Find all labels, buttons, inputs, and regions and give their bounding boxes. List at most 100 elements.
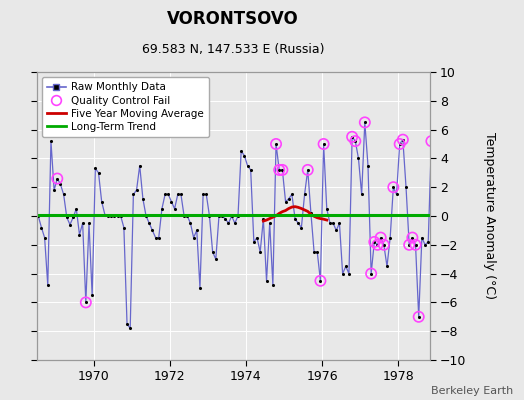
Point [110,213,118,219]
Point [161,191,169,198]
Point [53,175,61,182]
Point [85,220,93,226]
Point [320,141,328,147]
Point [275,167,283,173]
Point [342,263,350,270]
Point [373,242,381,248]
Point [335,220,344,226]
Point [303,167,312,173]
Point [421,242,429,248]
Point [164,191,172,198]
Point [145,220,154,226]
Point [107,213,115,219]
Point [47,138,55,144]
Point [405,242,413,248]
Point [253,234,261,241]
Point [59,191,68,198]
Point [142,213,150,219]
Point [234,213,242,219]
Point [345,270,353,277]
Point [82,299,90,306]
Point [43,282,52,288]
Point [212,256,220,262]
Point [116,213,125,219]
Point [75,232,84,238]
Point [326,220,334,226]
Point [155,234,163,241]
Point [246,167,255,173]
Point [167,198,176,205]
Point [133,187,141,193]
Point [25,217,33,224]
Point [215,213,223,219]
Point [259,216,268,222]
Point [186,220,194,226]
Point [237,148,245,154]
Point [209,249,217,255]
Point [316,278,325,284]
Point [101,211,109,218]
Point [351,138,359,144]
Point [21,198,30,205]
Point [424,239,432,245]
Point [303,167,312,173]
Point [332,227,341,234]
Point [221,216,230,222]
Point [418,234,426,241]
Point [392,191,401,198]
Point [37,224,46,231]
Point [227,213,236,219]
Point [266,220,274,226]
Point [15,180,24,186]
Point [288,191,296,198]
Point [53,175,61,182]
Point [263,278,271,284]
Point [370,239,378,245]
Point [82,299,90,306]
Point [373,242,381,248]
Point [376,234,385,241]
Point [351,138,359,144]
Point [72,206,81,212]
Point [189,234,198,241]
Point [224,220,233,226]
Point [411,242,420,248]
Point [376,234,385,241]
Point [427,138,435,144]
Point [113,213,122,219]
Point [202,191,211,198]
Point [411,242,420,248]
Point [285,196,293,202]
Point [281,198,290,205]
Point [136,162,144,169]
Point [383,263,391,270]
Point [323,206,331,212]
Point [294,220,302,226]
Point [15,180,24,186]
Point [199,191,208,198]
Point [380,242,388,248]
Point [180,213,188,219]
Point [389,184,398,190]
Point [18,187,27,193]
Point [367,270,375,277]
Point [339,270,347,277]
Point [414,314,423,320]
Point [408,234,417,241]
Point [291,216,299,222]
Point [126,325,134,332]
Point [389,184,398,190]
Point [399,136,407,143]
Point [272,141,280,147]
Point [361,119,369,126]
Point [139,196,147,202]
Point [104,213,112,219]
Legend: Raw Monthly Data, Quality Control Fail, Five Year Moving Average, Long-Term Tren: Raw Monthly Data, Quality Control Fail, … [42,77,209,137]
Point [405,242,413,248]
Point [91,165,100,172]
Point [123,321,131,327]
Point [364,162,372,169]
Point [256,249,265,255]
Point [272,141,280,147]
Point [40,234,49,241]
